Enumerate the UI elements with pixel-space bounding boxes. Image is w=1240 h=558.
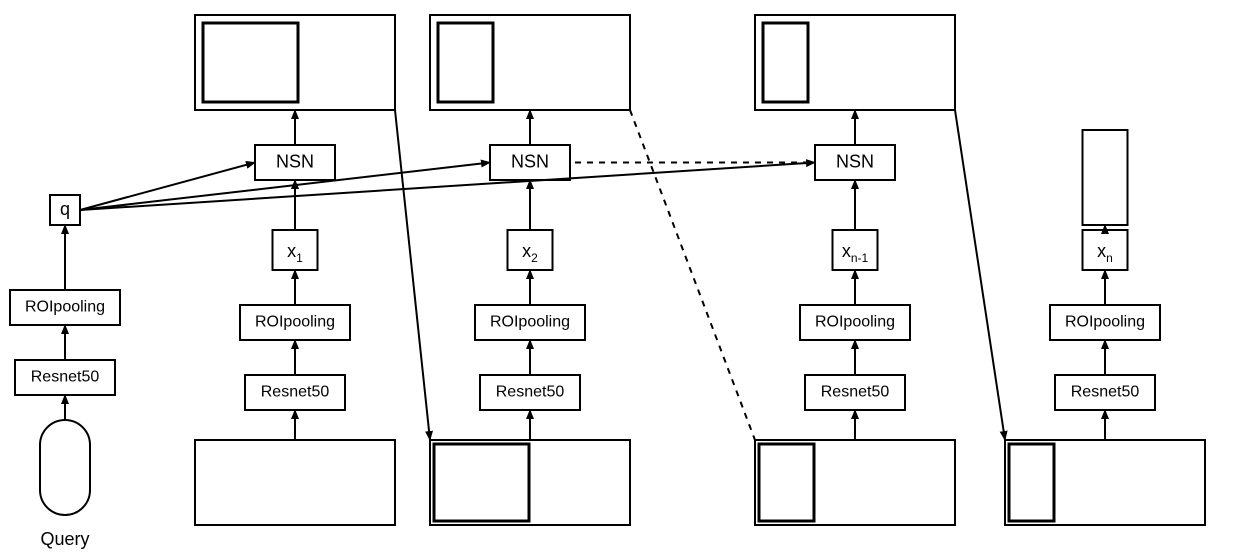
dash-out2-in3 — [630, 110, 755, 440]
input-box-3 — [755, 440, 955, 525]
input-box-4 — [1005, 440, 1205, 525]
resnet-label-2: Resnet50 — [496, 384, 565, 401]
output-box-1 — [195, 15, 395, 110]
arrow-out1-in2 — [395, 110, 430, 440]
output-small-4 — [1083, 130, 1128, 225]
q-roi-label: ROIpooling — [25, 299, 105, 316]
nsn-label-1: NSN — [276, 151, 314, 171]
arrow-out3-in4 — [955, 110, 1005, 440]
roi-label-3: ROIpooling — [815, 314, 895, 331]
roi-label-4: ROIpooling — [1065, 314, 1145, 331]
output-box-3 — [755, 15, 955, 110]
roi-label-2: ROIpooling — [490, 314, 570, 331]
arrow-q-nsn-1 — [80, 163, 255, 211]
nsn-label-3: NSN — [836, 151, 874, 171]
arrow-q-nsn-3 — [80, 163, 815, 211]
roi-label-1: ROIpooling — [255, 314, 335, 331]
q-label: q — [60, 199, 70, 219]
query-caption: Query — [40, 529, 89, 549]
input-box-1 — [195, 440, 395, 525]
resnet-label-1: Resnet50 — [261, 384, 330, 401]
q-resnet-label: Resnet50 — [31, 369, 100, 386]
resnet-label-4: Resnet50 — [1071, 384, 1140, 401]
output-box-2 — [430, 15, 630, 110]
resnet-label-3: Resnet50 — [821, 384, 890, 401]
q-shape — [40, 420, 90, 515]
diagram-canvas: q ROIpooling Resnet50 Query Resnet50 ROIpooli… — [0, 0, 1240, 558]
nsn-label-2: NSN — [511, 151, 549, 171]
